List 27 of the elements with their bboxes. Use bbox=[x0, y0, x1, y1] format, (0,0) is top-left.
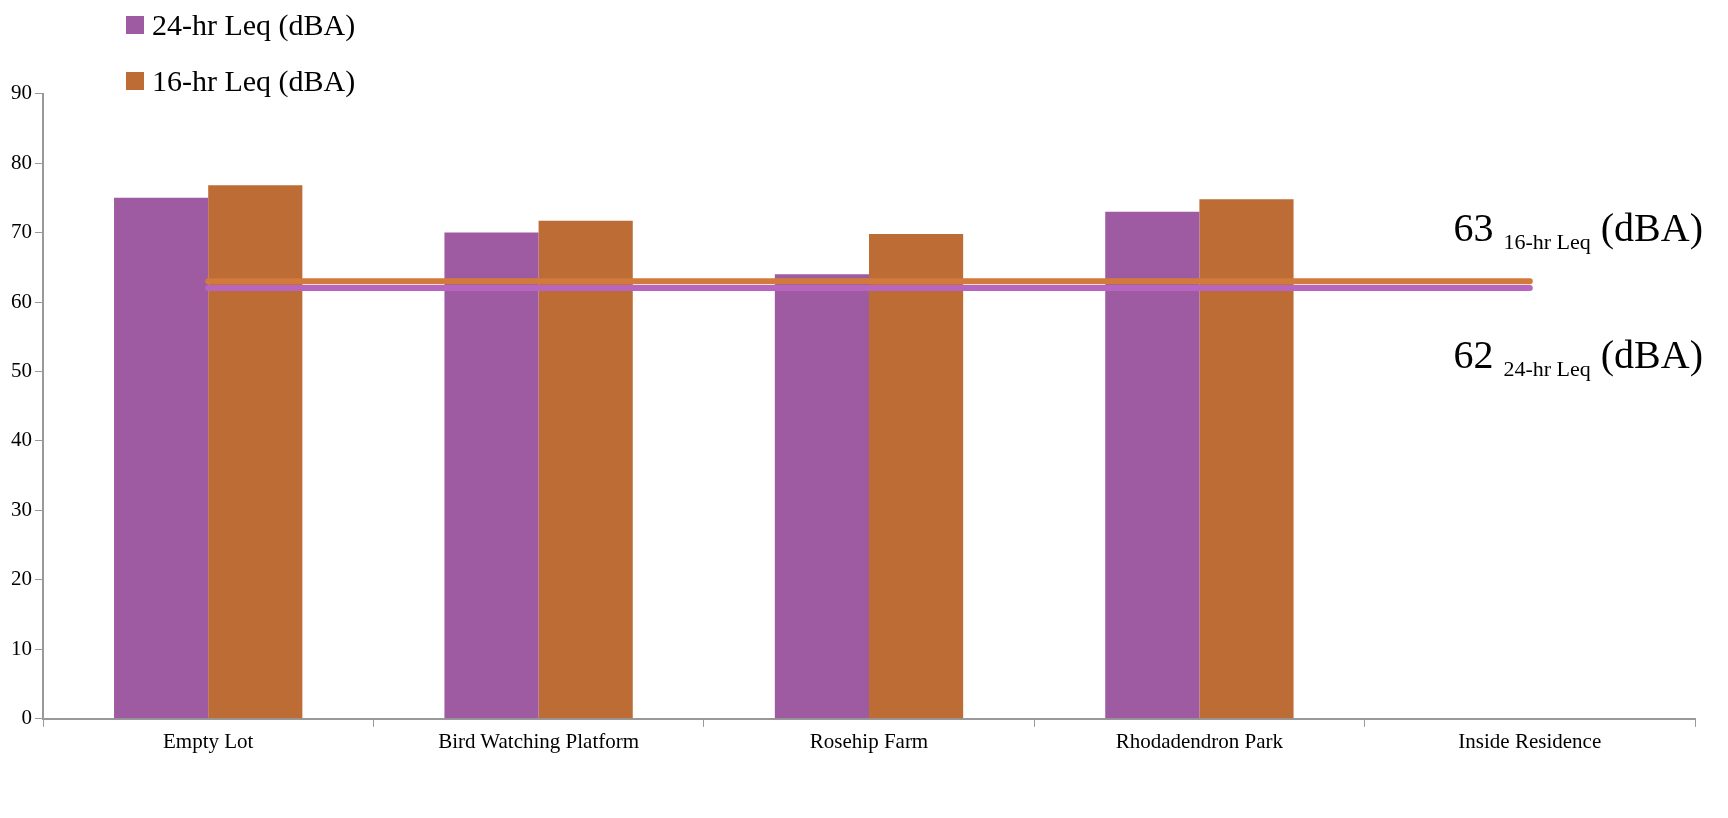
x-tick-label: Inside Residence bbox=[1458, 728, 1602, 753]
ref-line-label: 62 24-hr Leq (dBA) bbox=[1453, 332, 1704, 382]
legend-label: 24-hr Leq (dBA) bbox=[152, 8, 356, 42]
x-tick-label: Rosehip Farm bbox=[809, 728, 929, 753]
x-tick-label: Empty Lot bbox=[162, 728, 254, 753]
y-tick-label: 60 bbox=[11, 288, 32, 313]
x-tick-label: Rhodadendron Park bbox=[1115, 728, 1284, 753]
y-tick-label: 50 bbox=[11, 357, 32, 382]
bar bbox=[1199, 199, 1294, 719]
y-tick-label: 10 bbox=[11, 635, 32, 660]
bar bbox=[444, 232, 539, 719]
ref-line-label: 63 16-hr Leq (dBA) bbox=[1453, 205, 1704, 255]
y-tick-label: 70 bbox=[11, 219, 32, 244]
x-tick-label: Bird Watching Platform bbox=[438, 728, 640, 753]
y-tick-label: 80 bbox=[11, 149, 32, 174]
y-tick-label: 30 bbox=[11, 496, 32, 521]
y-tick-label: 90 bbox=[11, 80, 32, 105]
legend-label: 16-hr Leq (dBA) bbox=[152, 64, 356, 98]
bar bbox=[869, 233, 964, 719]
bar bbox=[208, 185, 303, 719]
bar bbox=[774, 274, 869, 719]
bar bbox=[1105, 211, 1200, 719]
bar bbox=[538, 220, 633, 719]
y-tick-label: 20 bbox=[11, 566, 32, 591]
y-tick-label: 0 bbox=[21, 705, 32, 730]
bar bbox=[114, 197, 209, 719]
y-tick-label: 40 bbox=[11, 427, 32, 452]
